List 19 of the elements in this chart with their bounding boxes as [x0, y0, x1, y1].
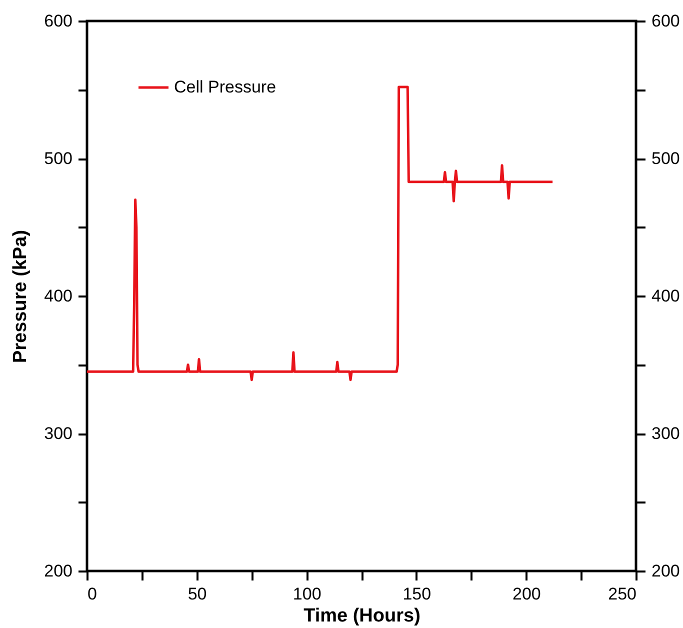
y-axis-title: Pressure (kPa) [10, 230, 32, 364]
x-axis-title: Time (Hours) [304, 606, 420, 626]
y2-tick-label: 400 [652, 286, 680, 306]
y-tick-label: 200 [44, 562, 72, 580]
y2-tick-label: 600 [652, 12, 680, 30]
y2-tick-label: 200 [652, 562, 680, 580]
y-tick-label: 500 [44, 149, 72, 168]
legend-label: Cell Pressure [174, 78, 276, 96]
x-tick-label: 250 [608, 584, 636, 604]
x-tick-label: 0 [88, 584, 97, 604]
y-tick-label: 400 [44, 286, 72, 306]
y2-tick-label: 300 [652, 424, 680, 443]
x-tick-label: 100 [292, 584, 322, 604]
x-tick-label: 200 [512, 584, 541, 604]
y-tick-label: 300 [44, 424, 72, 443]
x-tick-label: 150 [402, 584, 432, 604]
y-tick-label: 600 [44, 12, 72, 30]
y2-tick-label: 500 [652, 149, 680, 168]
x-tick-label: 50 [188, 584, 207, 604]
